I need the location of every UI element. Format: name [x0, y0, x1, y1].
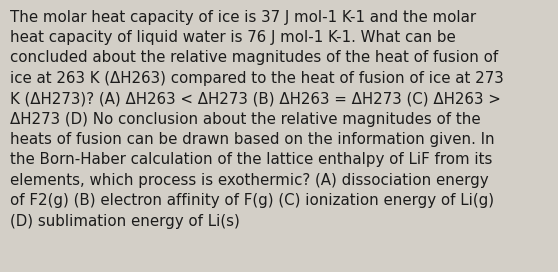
Text: The molar heat capacity of ice is 37 J mol-1 K-1 and the molar
heat capacity of : The molar heat capacity of ice is 37 J m…	[10, 10, 504, 228]
